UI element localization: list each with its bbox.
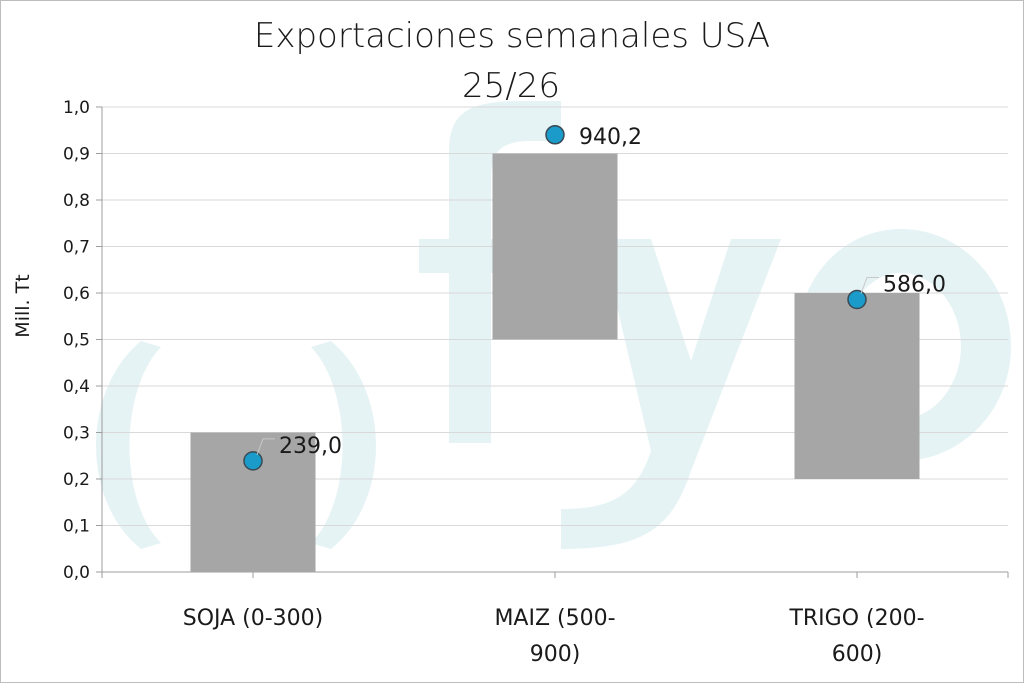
watermark-paren-right [311, 341, 376, 549]
y-tick-label: 0,6 [63, 284, 90, 304]
watermark-paren-left [96, 341, 161, 549]
x-category-label-line2: 600) [832, 642, 883, 667]
chart-title: Exportaciones semanales USA [253, 16, 771, 56]
y-tick-label: 0,9 [63, 145, 90, 165]
y-tick-label: 0,8 [63, 191, 90, 211]
labels: 0,0 0,1 0,2 0,3 0,4 0,5 0,6 0,7 0,8 0,9 1,0 239,0 SO… [63, 98, 946, 667]
x-category-label-line2: 900) [530, 642, 581, 667]
y-tick-label: 0,2 [63, 470, 90, 490]
actual-marker [847, 289, 867, 310]
watermark-letter-f [419, 101, 561, 443]
y-tick-label: 0,5 [63, 331, 90, 351]
x-category-label: TRIGO (200- [788, 606, 924, 631]
y-tick-label: 0,7 [63, 238, 90, 258]
data-label: 586,0 [883, 273, 946, 298]
data-label: 940,2 [579, 125, 642, 150]
data-label-leader [256, 438, 275, 456]
range-bars [190, 153, 920, 572]
range-bar [492, 153, 618, 340]
data-label: 239,0 [279, 434, 342, 459]
watermark-letter-y [561, 239, 781, 549]
actual-markers [243, 125, 867, 471]
y-tick-label: 0,3 [63, 424, 90, 444]
y-tick-label: 0,4 [63, 377, 90, 397]
x-category-label: MAIZ (500- [494, 606, 615, 631]
range-bar [794, 293, 920, 479]
y-tick-label: 0,1 [63, 517, 90, 537]
actual-marker [243, 451, 263, 471]
y-tick-label: 0,0 [63, 563, 90, 583]
y-tick-label: 1,0 [63, 98, 90, 118]
actual-marker [545, 125, 565, 145]
chart-subtitle: 25/26 [462, 66, 560, 106]
x-category-label: SOJA (0-300) [183, 606, 324, 631]
data-label-leader [860, 277, 879, 294]
